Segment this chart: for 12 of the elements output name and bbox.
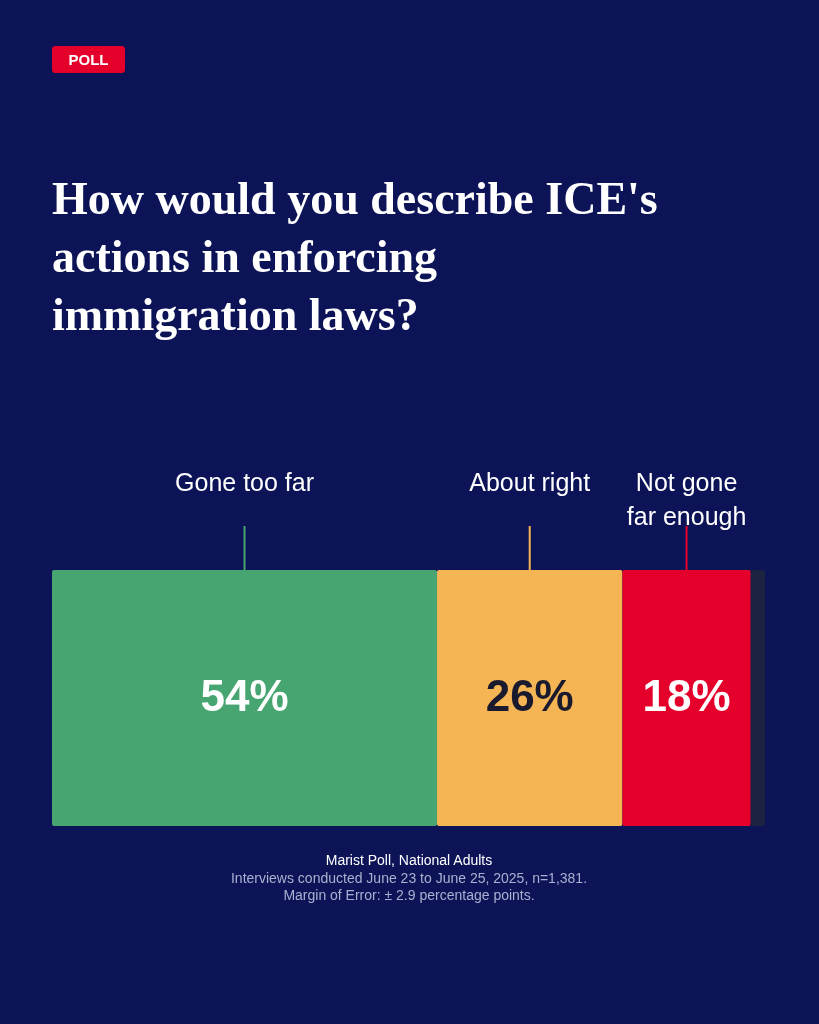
chart-title: How would you describe ICE's actions in enforcing immigration laws? — [52, 173, 658, 340]
data-label: 26% — [485, 671, 574, 720]
text: POLL — [68, 51, 109, 68]
data-label: 18% — [642, 671, 731, 720]
bar — [750, 570, 765, 826]
text: Interviews conducted June 23 to June 25, 2025, n=1,381. — [230, 869, 588, 886]
text: About right — [469, 468, 591, 496]
text: Margin of Error: ± 2.9 percentage points. — [283, 887, 535, 903]
series-label: Not gone far enough — [626, 468, 747, 530]
data-label: 54% — [200, 671, 289, 720]
text: Marist Poll, National Adults — [325, 852, 493, 868]
text: Gone too far — [175, 468, 314, 496]
